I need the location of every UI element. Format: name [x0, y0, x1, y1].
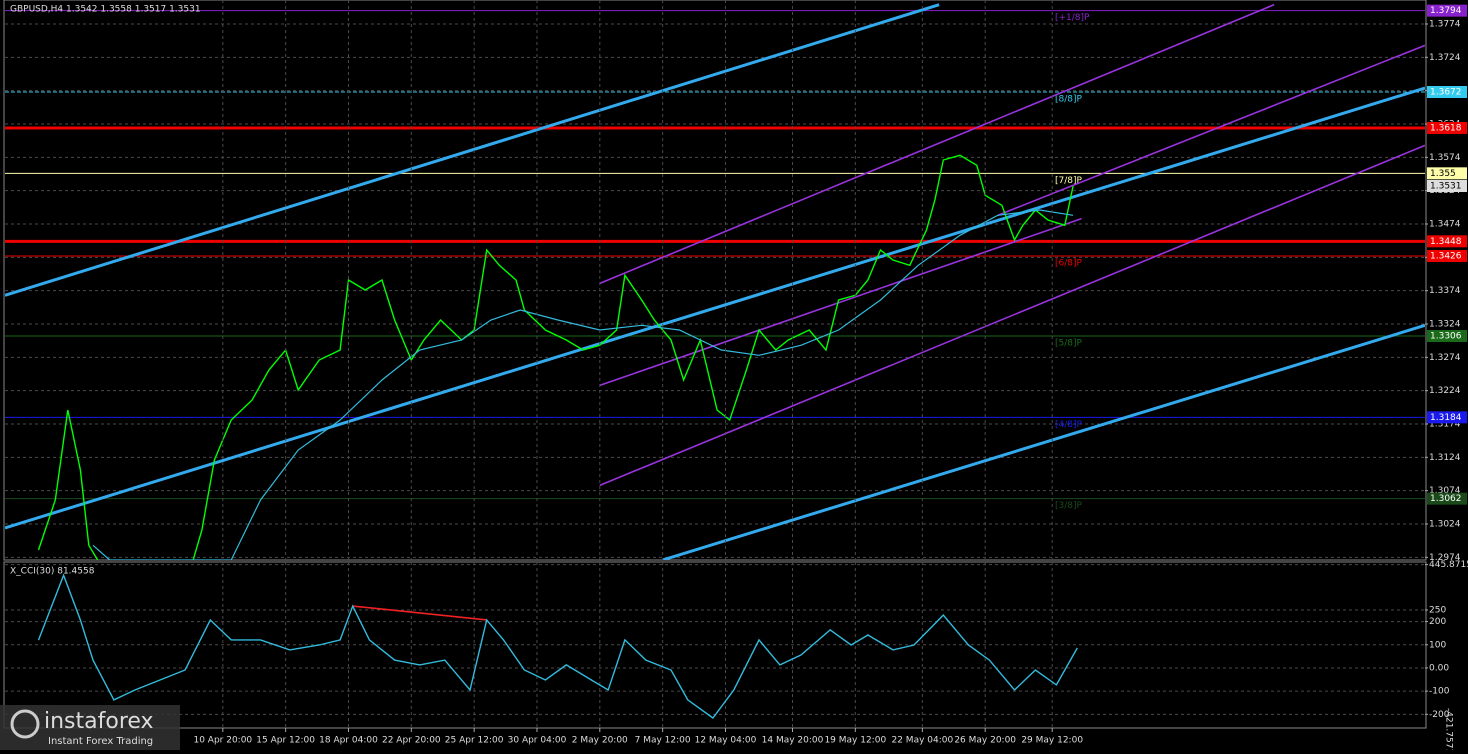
x-tick-label: 18 Apr 04:00	[319, 736, 378, 746]
level-price-label: 1.3184	[1430, 413, 1462, 423]
level-price-label: 1.3618	[1430, 124, 1462, 134]
murrey-label: [6/8]P	[1055, 259, 1083, 269]
level-price-box	[1427, 330, 1467, 342]
murrey-label: [8/8]P	[1055, 95, 1083, 105]
x-tick-label: 2 May 20:00	[572, 736, 628, 746]
level-price-box	[1427, 4, 1467, 17]
x-tick-label: 14 May 20:00	[762, 736, 824, 746]
murrey-label: [5/8]P	[1055, 339, 1083, 349]
y-tick-label: 445.8715	[1429, 560, 1468, 570]
y-tick-label: 1.3224	[1429, 386, 1461, 396]
x-tick-label: 12 May 04:00	[695, 736, 757, 746]
trend-line	[662, 323, 1425, 560]
x-tick-label: 7 May 12:00	[635, 736, 691, 746]
trend-line	[997, 44, 1425, 217]
watermark-tagline: Instant Forex Trading	[48, 736, 153, 747]
y-tick-label: 1.3124	[1429, 453, 1461, 463]
trend-line	[352, 605, 487, 621]
level-price-label: 1.3794	[1430, 6, 1462, 16]
last-price-box	[1427, 180, 1467, 192]
level-price-box	[1427, 122, 1467, 134]
y-tick-label: 1.3024	[1429, 520, 1461, 530]
x-tick-label: 19 May 12:00	[824, 736, 886, 746]
x-tick-label: 30 Apr 04:00	[508, 736, 567, 746]
x-tick-label: 22 Apr 20:00	[382, 736, 441, 746]
trend-line	[5, 3, 940, 297]
panel: 1.37741.37241.36741.36241.35741.35241.34…	[5, 3, 1467, 563]
panel-title: GBPUSD,H4 1.3542 1.3558 1.3517 1.3531	[10, 5, 201, 15]
y-tick-label: 1.3174	[1429, 420, 1461, 430]
level-price-box	[1427, 235, 1467, 248]
x-tick-label: 15 Apr 12:00	[256, 736, 315, 746]
x-tick-label: 10 Apr 20:00	[193, 736, 252, 746]
x-tick-label: 25 Apr 12:00	[445, 736, 504, 746]
murrey-label: [3/8]P	[1055, 501, 1083, 511]
murrey-label: [4/8]P	[1055, 420, 1083, 430]
x-tick-label: 26 May 20:00	[954, 736, 1016, 746]
y-tick-label: 200	[1429, 617, 1446, 627]
price-frame	[3, 0, 1427, 561]
y-tick-label: 250	[1429, 605, 1446, 615]
trend-line	[599, 3, 1275, 285]
x-tick-label: 22 May 04:00	[891, 736, 953, 746]
y-tick-label: 1.3274	[1429, 353, 1461, 363]
y-tick-label: 1.3374	[1429, 286, 1461, 296]
level-price-label: 1.355	[1430, 169, 1456, 179]
level-price-label: 1.3426	[1430, 252, 1462, 262]
y-tick-label: 1.2974	[1429, 553, 1461, 563]
y-tick-label: 100	[1429, 640, 1446, 650]
murrey-label: [7/8]P	[1055, 176, 1083, 186]
level-price-box	[1427, 167, 1467, 180]
level-price-label: 1.3062	[1430, 494, 1462, 504]
level-price-box	[1427, 411, 1467, 424]
y-tick-label: 1.3474	[1429, 220, 1461, 230]
y-tick-label: 1.3324	[1429, 320, 1461, 330]
series-line	[37, 573, 1078, 719]
level-price-label: 1.3306	[1430, 332, 1462, 342]
last-price-label: 1.3531	[1430, 182, 1462, 192]
murrey-label: [+1/8]P	[1055, 13, 1090, 23]
y-tick-label: 1.3074	[1429, 486, 1461, 496]
panel: 445.8715 250 200 100 0.00 -100 -200-421.7571 10…	[5, 0, 1468, 754]
y-tick-label: 1.3724	[1429, 53, 1461, 63]
y-axis-floor-label: -421.7571	[1444, 708, 1454, 750]
x-tick-label: 29 May 12:00	[1021, 736, 1083, 746]
level-price-box	[1427, 250, 1467, 262]
level-price-box	[1427, 86, 1467, 98]
y-tick-label: 1.3774	[1429, 20, 1461, 30]
panel-title: X_CCI(30) 81.4558	[10, 567, 95, 577]
level-price-label: 1.3448	[1430, 237, 1462, 247]
y-tick-label: -200	[1429, 710, 1450, 720]
watermark: instaforex Instant Forex Trading	[0, 705, 180, 750]
watermark-brand: instaforex	[44, 709, 154, 734]
y-tick-label: -100	[1429, 687, 1450, 697]
trend-line	[599, 217, 1082, 387]
y-tick-label: 1.3574	[1429, 153, 1461, 163]
trend-line	[5, 86, 1425, 530]
series-line	[37, 154, 1074, 560]
level-price-box	[1427, 492, 1467, 505]
watermark-logo	[10, 709, 40, 739]
trend-line	[599, 144, 1425, 487]
level-price-label: 1.3672	[1430, 88, 1462, 98]
y-tick-label: 0.00	[1429, 663, 1449, 673]
